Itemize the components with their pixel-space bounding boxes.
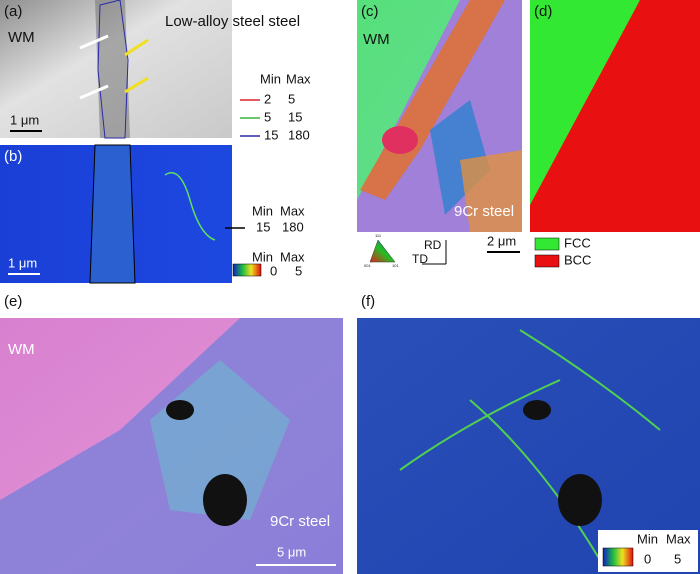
panel-label: (b) (4, 148, 22, 165)
legend-max: 180 (282, 219, 304, 234)
feature (164, 172, 216, 241)
colorbar-header: Min (637, 531, 658, 546)
ipf-triangle (369, 239, 396, 263)
legend-max: 15 (288, 109, 302, 124)
panel-label: (c) (361, 3, 379, 20)
legend-min: 2 (264, 91, 271, 106)
grains (460, 150, 522, 232)
legend-swatch (534, 254, 560, 268)
panel-label: (a) (4, 3, 22, 20)
phase-region (530, 0, 700, 232)
axis-label: TD (412, 252, 428, 266)
grains (430, 100, 490, 215)
boundary (89, 144, 136, 284)
panel-label: (e) (4, 293, 22, 310)
panel-label: (d) (534, 3, 552, 20)
unindexed (203, 474, 247, 526)
scale-label: 2 μm (487, 233, 516, 248)
arrow (124, 76, 149, 94)
region-label: WM (8, 29, 35, 46)
boundary (97, 0, 129, 139)
material-label: 9Cr steel (270, 513, 330, 530)
region-label: WM (363, 31, 390, 48)
legend-header: Min (252, 203, 273, 218)
ipf-label: 111 (375, 233, 382, 238)
legend-header: Max (280, 203, 305, 218)
colorbar-header: Max (666, 531, 691, 546)
scale-label: 1 μm (8, 255, 37, 270)
legend-min: 15 (264, 127, 278, 142)
arrow (79, 34, 109, 50)
axis-label: RD (424, 238, 442, 252)
material-label: Low-alloy steel steel (165, 13, 300, 30)
legend-min: 15 (256, 219, 270, 234)
colorbar-max: 5 (674, 551, 681, 566)
panel-label: (f) (361, 293, 375, 310)
legend: 15 180 (225, 219, 304, 234)
axes-arrows (422, 240, 447, 265)
legend-max: 5 (288, 91, 295, 106)
legend: 2 5 5 15 15 180 (240, 91, 310, 142)
colorbar (602, 547, 634, 567)
legend-min: 5 (264, 109, 271, 124)
colorbar-min: 0 (644, 551, 651, 566)
region-label: WM (8, 341, 35, 358)
material-label: 9Cr steel (454, 203, 514, 220)
ipf-label: 001 (364, 263, 371, 268)
colorbar-max: 5 (295, 263, 302, 278)
arrow (79, 84, 109, 100)
unindexed (558, 474, 602, 526)
colorbar (232, 263, 262, 277)
legend-header: Max (286, 71, 311, 86)
colorbar-header: Max (280, 249, 305, 264)
legend: FCC BCC (534, 235, 591, 268)
unindexed (523, 400, 551, 420)
legend-label: FCC (564, 235, 591, 250)
scale-label: 1 μm (10, 112, 39, 127)
grains (382, 126, 418, 154)
boundaries (399, 329, 661, 561)
scale-label: 5 μm (277, 544, 306, 559)
grains (150, 360, 290, 520)
colorbar-min: 0 (270, 263, 277, 278)
unindexed (166, 400, 194, 420)
legend-header: Min (260, 71, 281, 86)
legend-label: BCC (564, 252, 591, 267)
colorbar-header: Min (252, 249, 273, 264)
legend-max: 180 (288, 127, 310, 142)
arrow (124, 38, 149, 57)
band (95, 0, 130, 138)
ipf-label: 101 (392, 263, 399, 268)
legend-swatch (534, 237, 560, 251)
